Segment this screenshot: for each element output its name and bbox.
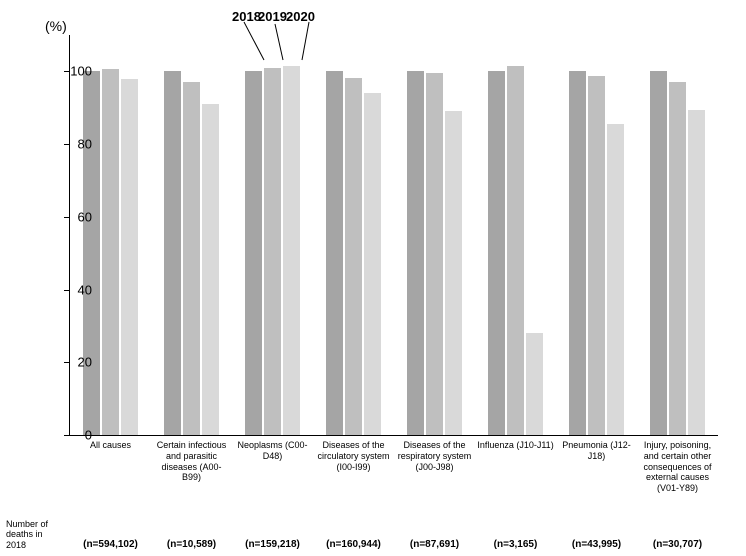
n-label: (n=159,218)	[232, 539, 313, 550]
plot-area	[70, 35, 718, 435]
n-row: (n=594,102)(n=10,589)(n=159,218)(n=160,9…	[70, 539, 718, 550]
bar	[688, 110, 705, 435]
bar-group	[70, 35, 151, 435]
n-label: (n=43,995)	[556, 539, 637, 550]
bar	[345, 78, 362, 435]
n-label: (n=30,707)	[637, 539, 718, 550]
bar-group	[394, 35, 475, 435]
bar-group	[232, 35, 313, 435]
y-tick-label: 20	[52, 355, 92, 370]
n-label: (n=3,165)	[475, 539, 556, 550]
bar	[669, 82, 686, 435]
legend-year-label: 2020	[286, 9, 315, 24]
category-label: Certain infectious and parasitic disease…	[151, 440, 232, 494]
legend-year-label: 2018	[232, 9, 261, 24]
y-tick-label: 60	[52, 209, 92, 224]
bar	[164, 71, 181, 435]
bar	[569, 71, 586, 435]
bar-groups	[70, 35, 718, 435]
category-label: Neoplasms (C00-D48)	[232, 440, 313, 494]
category-label: Injury, poisoning, and certain other con…	[637, 440, 718, 494]
y-axis-unit: (%)	[45, 18, 67, 34]
bar	[102, 69, 119, 435]
category-label: Diseases of the circulatory system (I00-…	[313, 440, 394, 494]
bar-group	[556, 35, 637, 435]
bar	[283, 66, 300, 435]
legend-year-label: 2019	[258, 9, 287, 24]
bar	[83, 71, 100, 435]
bar	[588, 76, 605, 435]
bar	[245, 71, 262, 435]
bar	[121, 79, 138, 435]
bar	[407, 71, 424, 435]
n-label: (n=87,691)	[394, 539, 475, 550]
n-label: (n=160,944)	[313, 539, 394, 550]
n-label: (n=594,102)	[70, 539, 151, 550]
bar	[202, 104, 219, 435]
n-label: (n=10,589)	[151, 539, 232, 550]
bar	[526, 333, 543, 435]
chart: (%) 020406080100 All causesCertain infec…	[0, 0, 746, 556]
bar-group	[637, 35, 718, 435]
bar	[507, 66, 524, 435]
bar-group	[151, 35, 232, 435]
category-label: All causes	[70, 440, 151, 494]
bar	[426, 73, 443, 435]
bar	[488, 71, 505, 435]
category-label: Influenza (J10-J11)	[475, 440, 556, 494]
bar	[264, 68, 281, 435]
category-label: Pneumonia (J12-J18)	[556, 440, 637, 494]
y-tick-label: 100	[52, 64, 92, 79]
x-axis-line	[69, 435, 718, 436]
n-caption: Number of deaths in 2018	[6, 519, 66, 550]
category-labels-row: All causesCertain infectious and parasit…	[70, 440, 718, 494]
y-tick-label: 40	[52, 282, 92, 297]
y-tick-label: 80	[52, 137, 92, 152]
bar	[183, 82, 200, 435]
bar-group	[313, 35, 394, 435]
bar	[650, 71, 667, 435]
bar-group	[475, 35, 556, 435]
bar	[364, 93, 381, 435]
category-label: Diseases of the respiratory system (J00-…	[394, 440, 475, 494]
bar	[445, 111, 462, 435]
bar	[607, 124, 624, 435]
bar	[326, 71, 343, 435]
